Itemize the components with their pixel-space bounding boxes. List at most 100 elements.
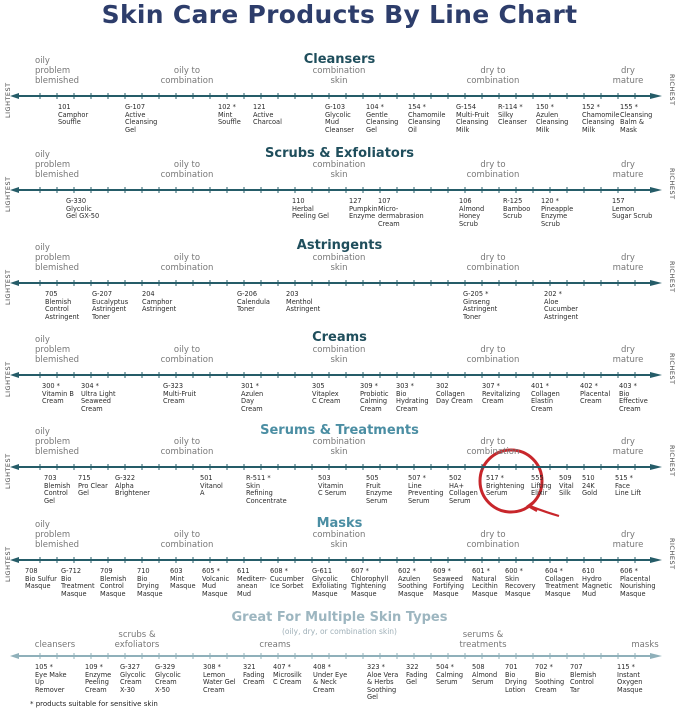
- product-label: 610 Hydro Magnetic Mud: [582, 567, 613, 598]
- section-title-great-for-multiple-skin-types: Great For Multiple Skin Types: [231, 610, 448, 625]
- product-label: 127 Pumpkin Enzyme: [349, 197, 378, 221]
- category-label: creams: [259, 640, 291, 650]
- product-label: G-327 Glycolic Cream X-30: [120, 663, 146, 694]
- product-label: 507 * Line Preventing Serum: [408, 474, 444, 505]
- product-label: 300 * Vitamin B Cream: [42, 382, 74, 406]
- product-label: 309 * Probiotic Calming Cream: [360, 382, 389, 413]
- axis-end-richest: RICHEST: [668, 261, 676, 293]
- product-label: 322 Fading Gel: [406, 663, 428, 687]
- product-label: 202 * Aloe Cucumber Astringent: [544, 290, 579, 321]
- section-subtitle: (oily, dry, or combination skin): [282, 627, 397, 636]
- skin-type-label: dry to combination: [466, 253, 520, 273]
- product-label: 204 Camphor Astringent: [142, 290, 177, 314]
- axis-masks: [10, 557, 662, 563]
- skin-type-label: dry to combination: [466, 66, 520, 86]
- skin-type-label: oily problem blemished: [35, 335, 80, 365]
- product-label: 607 * Chlorophyll Tightening Masque: [351, 567, 389, 598]
- product-label: G-103 Glycolic Mud Cleanser: [325, 103, 354, 134]
- product-label: 120 * Pineapple Enzyme Scrub: [541, 197, 574, 228]
- product-label: 304 * Ultra Light Seaweed Cream: [81, 382, 116, 413]
- product-label: 403 * Bio Effective Cream: [619, 382, 648, 413]
- product-label: 407 * Microsilk C Cream: [273, 663, 302, 687]
- product-label: 517 * Brightening Serum: [486, 474, 525, 498]
- product-label: G-154 Multi-Fruit Cleansing Milk: [456, 103, 490, 134]
- product-label: 203 Menthol Astringent: [286, 290, 321, 314]
- skin-type-label: oily to combination: [160, 66, 214, 86]
- skin-type-label: combination skin: [312, 253, 366, 273]
- product-label: 601 * Natural Lecithin Masque: [472, 567, 498, 598]
- skin-type-label: oily to combination: [160, 530, 214, 550]
- product-label: 508 Almond Serum: [472, 663, 498, 687]
- product-label: G-323 Multi-Fruit Cream: [163, 382, 197, 406]
- product-label: 301 * Azulen Day Cream: [241, 382, 264, 413]
- product-label: 101 Camphor Souffle: [58, 103, 89, 127]
- section-title-masks: Masks: [316, 516, 363, 531]
- product-label: R-114 * Silky Cleanser: [498, 103, 527, 127]
- axis-cleansers: [10, 93, 662, 99]
- axis-line: [10, 653, 662, 659]
- skin-type-label: dry mature: [612, 530, 644, 550]
- product-label: 401 * Collagen Elastin Cream: [531, 382, 560, 413]
- product-label: 609 * Seaweed Fortifying Masque: [433, 567, 465, 598]
- axis-creams: [10, 372, 662, 378]
- product-label: 402 * Placental Cream: [580, 382, 611, 406]
- skin-type-label: oily to combination: [160, 160, 214, 180]
- axis-line: [10, 187, 662, 193]
- highlight-arrowhead: [525, 499, 538, 512]
- product-label: 509 Vital Silk: [559, 474, 574, 498]
- product-label: 505 Fruit Enzyme Serum: [366, 474, 393, 505]
- section-title-creams: Creams: [312, 330, 367, 345]
- product-label: 715 Pro Clear Gel: [78, 474, 108, 498]
- product-label: 303 * Bio Hydrating Cream: [396, 382, 429, 413]
- product-label: 102 * Mint Souffle: [218, 103, 241, 127]
- product-label: 608 * Cucumber Ice Sorbet: [270, 567, 304, 591]
- axis-end-richest: RICHEST: [668, 538, 676, 570]
- page-title: Skin Care Products By Line Chart: [101, 0, 578, 29]
- skin-type-label: dry to combination: [466, 530, 520, 550]
- product-label: 504 * Calming Serum: [436, 663, 464, 687]
- product-label: 121 Active Charcoal: [253, 103, 282, 127]
- product-label: 708 Bio Sulfur Masque: [25, 567, 57, 591]
- footnote: * products suitable for sensitive skin: [30, 700, 158, 708]
- skin-type-label: dry to combination: [466, 345, 520, 365]
- highlight-arrow: [529, 504, 560, 518]
- product-label: 110 Herbal Peeling Gel: [292, 197, 329, 221]
- axis-line: [10, 464, 662, 470]
- skin-type-label: oily problem blemished: [35, 243, 80, 273]
- axis-end-richest: RICHEST: [668, 74, 676, 106]
- axis-line: [10, 372, 662, 378]
- skin-type-label: combination skin: [312, 530, 366, 550]
- product-label: 150 * Azulen Cleansing Milk: [536, 103, 569, 134]
- product-label: 305 Vitaplex C Cream: [312, 382, 341, 406]
- product-label: 302 Collagen Day Cream: [436, 382, 473, 406]
- product-label: 106 Almond Honey Scrub: [459, 197, 485, 228]
- product-label: 703 Blemish Control Gel: [44, 474, 71, 505]
- product-label: R-511 * Skin Refining Concentrate: [246, 474, 287, 505]
- category-label: scrubs & exfoliators: [114, 630, 160, 650]
- product-label: G-206 Calendula Toner: [237, 290, 270, 314]
- skin-type-label: combination skin: [312, 66, 366, 86]
- product-label: 109 * Enzyme Peeling Cream: [85, 663, 112, 694]
- category-label: cleansers: [34, 640, 76, 650]
- category-label: serums & treatments: [459, 630, 507, 650]
- product-label: 323 * Aloe Vera & Herbs Soothing Gel: [367, 663, 399, 702]
- product-label: 321 Fading Cream: [243, 663, 265, 687]
- skin-type-label: dry to combination: [466, 437, 520, 457]
- skin-type-label: dry mature: [612, 253, 644, 273]
- section-title-astringents: Astringents: [296, 238, 383, 253]
- product-label: 611 Mediterr- anean Mud: [237, 567, 267, 598]
- product-label: 603 Mint Masque: [170, 567, 196, 591]
- skin-type-label: dry to combination: [466, 160, 520, 180]
- product-label: 157 Lemon Sugar Scrub: [612, 197, 653, 221]
- product-label: G-107 Active Cleansing Gel: [125, 103, 158, 134]
- axis-astringents: [10, 280, 662, 286]
- skin-type-label: oily problem blemished: [35, 56, 80, 86]
- skin-type-label: dry mature: [612, 66, 644, 86]
- axis-scrubs-exfoliators: [10, 187, 662, 193]
- product-label: G-330 Glycolic Gel GX-50: [66, 197, 100, 221]
- product-label: G-322 Alpha Brightener: [115, 474, 151, 498]
- product-label: G-611 Glycolic Exfoliating Masque: [312, 567, 347, 598]
- skin-type-label: oily problem blemished: [35, 150, 80, 180]
- axis-line: [10, 280, 662, 286]
- skin-type-label: dry mature: [612, 437, 644, 457]
